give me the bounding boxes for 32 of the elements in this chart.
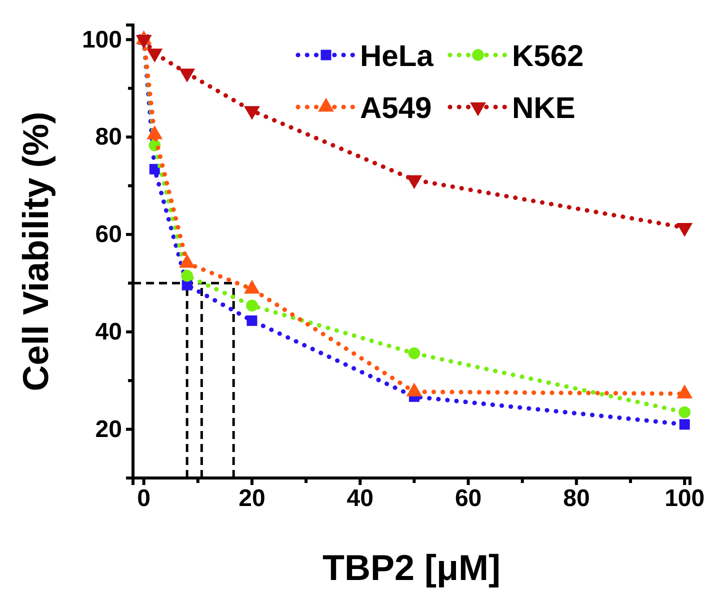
point: [181, 270, 193, 282]
point: [149, 164, 160, 174]
y-tick-label: 100: [82, 26, 122, 54]
point: [679, 419, 690, 430]
point: [406, 175, 422, 190]
x-tick-label: 40: [346, 485, 374, 512]
point: [678, 406, 691, 418]
x-tick-label: 80: [563, 485, 590, 512]
x-tick-label: 100: [664, 485, 705, 512]
legend-label: HeLa: [360, 40, 434, 73]
point: [244, 106, 260, 120]
point: [676, 384, 693, 398]
x-axis-title: TBP2 [μM]: [322, 547, 501, 588]
y-tick-label: 40: [95, 318, 122, 346]
point: [179, 68, 196, 82]
x-tick-label: 0: [137, 485, 150, 512]
x-tick-label: 60: [454, 485, 482, 512]
y-tick-label: 80: [95, 124, 122, 151]
point: [246, 300, 258, 312]
point: [182, 280, 192, 290]
legend-label: K562: [512, 40, 584, 73]
legend-label: NKE: [512, 92, 576, 125]
y-axis-title: Cell Viability (%): [15, 112, 56, 392]
point: [246, 315, 258, 326]
x-tick-label: 20: [238, 485, 266, 512]
point: [406, 382, 422, 396]
point: [136, 35, 152, 49]
point: [408, 347, 420, 360]
y-tick-label: 60: [95, 221, 122, 248]
legend-label: A549: [360, 92, 432, 125]
point: [146, 48, 163, 62]
y-tick-label: 20: [95, 416, 122, 443]
